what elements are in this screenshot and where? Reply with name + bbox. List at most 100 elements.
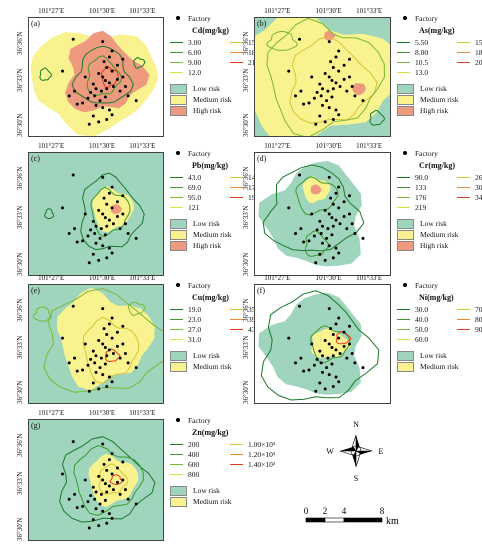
legend-g: Factory Zn(mg/kg) 200 1.00×10³ 400 1.20×10³ 60…	[170, 415, 290, 507]
factory-point	[105, 490, 109, 494]
low-risk-swatch	[170, 83, 187, 94]
contour-class: 173	[230, 182, 290, 192]
factory-point	[102, 462, 106, 466]
contour-value: 19.0	[188, 304, 202, 314]
factory-point	[103, 216, 107, 220]
factory-point	[91, 349, 95, 353]
factory-point	[93, 361, 97, 365]
contour-line-swatch	[397, 41, 410, 43]
lon-tick: 101°30′E	[315, 7, 342, 15]
contour-value: 219	[415, 202, 427, 212]
contour-class: 50.0	[397, 324, 457, 334]
contour-line-swatch	[457, 186, 470, 188]
factory-point	[99, 227, 103, 231]
factory-point	[75, 102, 79, 106]
factory-point	[319, 94, 323, 98]
factory-point	[361, 99, 365, 103]
lat-tick: 36°30′N	[16, 517, 24, 541]
legend-title: Cr(mg/kg)	[419, 161, 455, 170]
contour-line-swatch	[170, 51, 183, 53]
legend-b: Factory As(mg/kg) 5.50 15.5 8.00 18.0 10.5 20.5…	[397, 13, 482, 116]
factory-point	[315, 357, 319, 361]
legend-factory: Factory	[397, 148, 482, 158]
contour-value: 60.0	[415, 334, 429, 344]
map-panel-e: (e)	[28, 284, 164, 404]
factory-point	[61, 69, 64, 73]
legend-factory: Factory	[170, 280, 290, 290]
high-risk-area	[65, 30, 150, 113]
contour-class: 121	[170, 202, 230, 212]
factory-point	[89, 228, 93, 232]
contour-class: 348	[457, 192, 482, 202]
low-risk-label: Low risk	[420, 219, 447, 228]
medium-risk-swatch	[170, 496, 187, 507]
contour-value: 200	[188, 439, 200, 449]
factory-point	[350, 84, 354, 88]
contour-line	[32, 306, 53, 322]
factory-point	[329, 327, 333, 331]
factory-point	[94, 241, 98, 245]
legend-high-risk: High risk	[397, 240, 482, 251]
map-raster	[29, 18, 163, 136]
factory-point	[110, 516, 114, 520]
factory-point	[318, 381, 322, 385]
legend-factory-label: Factory	[188, 13, 211, 23]
contour-value: 8.00	[415, 47, 429, 57]
factory-point	[325, 99, 329, 103]
contour-classes: 90.0 262 133 305 176 348 219	[397, 172, 482, 212]
factory-point	[105, 333, 109, 337]
factory-dot-icon	[176, 283, 180, 287]
factory-point	[91, 114, 95, 118]
factory-point	[110, 380, 114, 384]
factory-point	[350, 222, 354, 226]
contour-class: 176	[397, 192, 457, 202]
factory-point	[107, 218, 111, 222]
low-risk-swatch	[170, 485, 187, 496]
factory-point	[126, 361, 130, 365]
factory-point	[334, 81, 338, 85]
contour-line-swatch	[397, 186, 410, 188]
factory-point	[327, 342, 331, 346]
factory-point	[87, 389, 91, 393]
factory-point	[91, 219, 95, 223]
contour-line-swatch	[230, 328, 243, 330]
factory-point	[107, 484, 111, 488]
factory-point	[342, 214, 346, 218]
legend-medium-risk: Medium risk	[170, 496, 290, 507]
compass-n-label: N	[353, 420, 359, 429]
legend-low-risk: Low risk	[170, 350, 290, 361]
factory-point	[342, 77, 346, 81]
factory-point	[101, 373, 105, 377]
contour-class: 1.00×10³	[230, 439, 290, 449]
lon-tick: 101°33′E	[129, 7, 156, 15]
factory-point	[67, 497, 71, 501]
factory-point	[310, 342, 314, 346]
contour-line-swatch	[230, 186, 243, 188]
legend-high-risk: High risk	[397, 105, 482, 116]
factory-point	[123, 84, 127, 88]
legend-factory-label: Factory	[415, 280, 438, 290]
lon-tick: 101°27′E	[38, 142, 65, 150]
factory-point	[107, 322, 111, 326]
contour-line-swatch	[230, 453, 243, 455]
factory-point	[105, 87, 109, 91]
lat-tick: 36°36′N	[242, 31, 250, 55]
contour-class: 305	[457, 182, 482, 192]
compass-e-label: E	[379, 447, 384, 456]
high-risk-label: High risk	[420, 106, 449, 115]
factory-point	[110, 69, 114, 73]
factory-point	[337, 336, 341, 340]
medium-risk-label: Medium risk	[193, 497, 232, 506]
factory-point	[89, 90, 93, 94]
factory-point	[67, 361, 71, 365]
factory-point	[87, 526, 91, 530]
factory-point	[101, 307, 105, 311]
contour-line-swatch	[170, 463, 183, 465]
contour-line-swatch	[170, 453, 183, 455]
lon-tick: 101°30′E	[315, 274, 342, 282]
factory-point	[314, 261, 318, 265]
factory-point	[81, 101, 85, 105]
contour-value: 90.0	[475, 324, 482, 334]
factory-point	[103, 498, 107, 502]
lon-tick: 101°27′E	[38, 7, 65, 15]
